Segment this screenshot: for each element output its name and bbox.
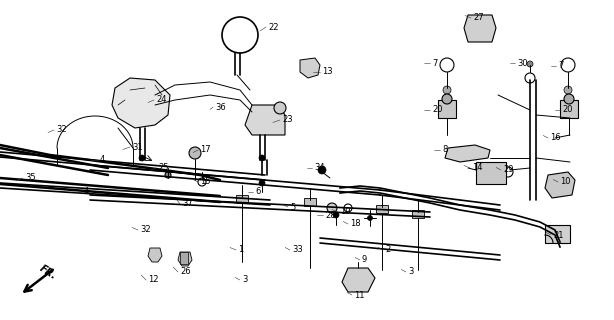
Text: 4: 4 <box>100 156 105 164</box>
Text: 37: 37 <box>182 199 193 209</box>
Bar <box>438 100 456 118</box>
Circle shape <box>443 86 451 94</box>
Bar <box>545 225 570 243</box>
Polygon shape <box>148 248 162 262</box>
Text: 29: 29 <box>503 165 513 174</box>
Bar <box>376 205 388 213</box>
Text: 32: 32 <box>140 226 150 235</box>
Text: 13: 13 <box>322 68 333 76</box>
Text: 11: 11 <box>354 291 365 300</box>
Polygon shape <box>300 58 320 78</box>
Text: 9: 9 <box>362 255 367 265</box>
Text: 6: 6 <box>255 188 260 196</box>
Text: 26: 26 <box>180 268 190 276</box>
Bar <box>412 210 424 218</box>
Text: 3: 3 <box>408 268 413 276</box>
Text: 33: 33 <box>292 245 303 254</box>
Text: 31: 31 <box>132 142 142 151</box>
Text: 3: 3 <box>242 276 247 284</box>
Polygon shape <box>342 268 375 292</box>
Polygon shape <box>178 252 192 266</box>
Circle shape <box>259 180 265 186</box>
Text: 19: 19 <box>340 207 351 217</box>
Circle shape <box>527 61 533 67</box>
Text: 16: 16 <box>550 133 561 142</box>
Bar <box>180 252 188 264</box>
Text: 18: 18 <box>350 220 360 228</box>
Text: 7: 7 <box>558 61 564 70</box>
Text: 36: 36 <box>215 102 226 111</box>
Circle shape <box>368 215 373 220</box>
Circle shape <box>564 86 572 94</box>
Text: 20: 20 <box>432 106 443 115</box>
Text: 35: 35 <box>25 173 36 182</box>
Text: FR.: FR. <box>37 263 58 281</box>
Text: 14: 14 <box>472 164 483 172</box>
Text: 1: 1 <box>238 245 243 254</box>
Text: 28: 28 <box>325 211 336 220</box>
Circle shape <box>564 94 574 104</box>
Text: 4: 4 <box>84 188 89 196</box>
Text: 12: 12 <box>148 276 158 284</box>
Circle shape <box>189 147 201 159</box>
Text: 24: 24 <box>156 95 166 105</box>
Text: 30: 30 <box>517 59 527 68</box>
Text: 22: 22 <box>268 22 279 31</box>
Bar <box>560 100 578 118</box>
Text: 17: 17 <box>200 146 211 155</box>
Text: 5: 5 <box>290 203 295 212</box>
Circle shape <box>259 155 265 161</box>
Text: 10: 10 <box>560 178 570 187</box>
Circle shape <box>274 102 286 114</box>
Polygon shape <box>445 145 490 162</box>
Text: 15: 15 <box>200 178 211 187</box>
Text: 21: 21 <box>553 230 564 239</box>
Text: 32: 32 <box>56 125 67 134</box>
Circle shape <box>442 94 452 104</box>
Text: 25: 25 <box>158 164 168 172</box>
Text: 20: 20 <box>562 106 572 115</box>
Bar <box>304 198 316 206</box>
Text: 2: 2 <box>385 245 391 254</box>
Text: 34: 34 <box>314 164 325 172</box>
Circle shape <box>333 212 339 218</box>
Polygon shape <box>464 15 496 42</box>
Bar <box>476 162 506 184</box>
Text: 7: 7 <box>432 59 437 68</box>
Text: 8: 8 <box>442 146 448 155</box>
Polygon shape <box>112 78 170 128</box>
Text: 27: 27 <box>473 13 484 22</box>
Text: 23: 23 <box>282 116 293 124</box>
Circle shape <box>139 155 145 161</box>
Polygon shape <box>245 105 285 135</box>
Circle shape <box>318 166 326 174</box>
Circle shape <box>165 172 171 178</box>
Bar <box>236 195 248 203</box>
Circle shape <box>327 203 337 213</box>
Polygon shape <box>545 172 575 198</box>
